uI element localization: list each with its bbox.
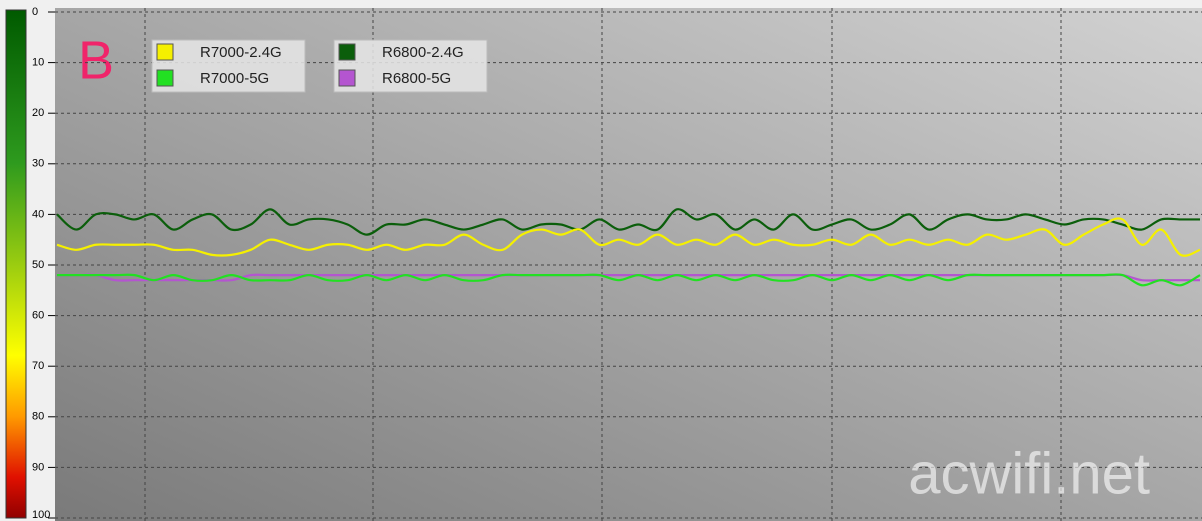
legend-swatch <box>156 43 174 61</box>
color-scale <box>5 9 27 519</box>
y-tick-label: 30 <box>32 158 44 170</box>
series-line <box>57 273 1201 287</box>
watermark: acwifi.net <box>908 441 1150 506</box>
y-tick-label: 0 <box>32 6 38 18</box>
y-tick-label: 80 <box>32 411 44 423</box>
series-line <box>56 217 1201 257</box>
y-tick-label: 40 <box>32 208 44 220</box>
legend-swatch <box>338 69 356 87</box>
legend-label: R6800-5G <box>382 70 451 87</box>
y-tick-label: 50 <box>32 259 44 271</box>
y-tick-label: 20 <box>32 107 44 119</box>
vertical-grid <box>144 8 1062 521</box>
y-tick-label: 60 <box>32 310 44 322</box>
legend-box <box>333 39 488 93</box>
legend-swatch <box>156 69 174 87</box>
series-line <box>56 208 1200 236</box>
y-tick-label: 70 <box>32 360 44 372</box>
legend-label: R7000-2.4G <box>200 44 282 61</box>
y-tick-label: 10 <box>32 57 44 69</box>
legend-label: R6800-2.4G <box>382 44 464 61</box>
y-tick-label: 90 <box>32 461 44 473</box>
y-tick-label: 100 <box>32 509 50 521</box>
legend-box <box>151 39 306 93</box>
legend-label: R7000-5G <box>200 70 269 87</box>
legend-swatch <box>338 43 356 61</box>
annotation: B <box>78 30 114 90</box>
